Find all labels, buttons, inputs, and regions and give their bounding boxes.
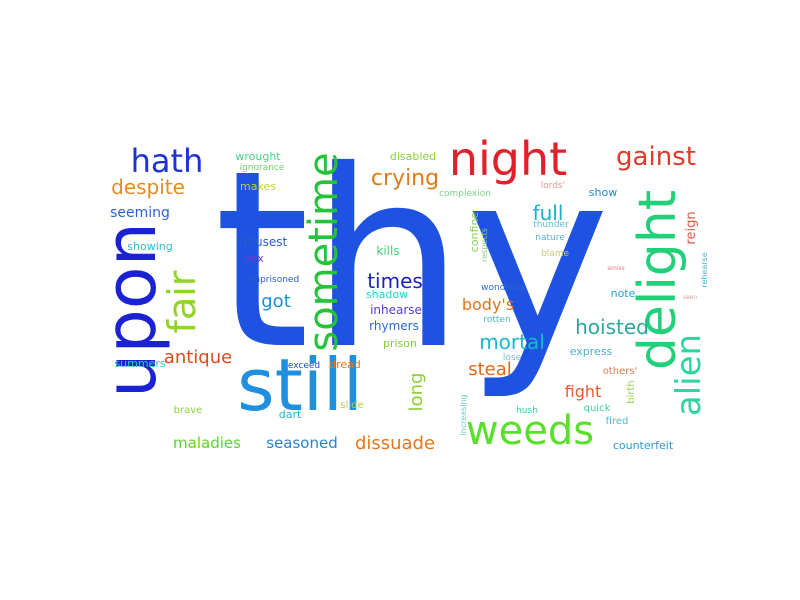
word-hoisted: hoisted bbox=[575, 315, 649, 339]
word-seen: seen bbox=[683, 294, 698, 301]
word-body-s: body's bbox=[462, 295, 514, 314]
word-sometime: sometime bbox=[301, 152, 347, 351]
word-exceed: exceed bbox=[288, 361, 320, 371]
word-imprisoned: imprisoned bbox=[249, 275, 299, 285]
word-hath: hath bbox=[131, 142, 204, 180]
word-complexion: complexion bbox=[439, 189, 491, 199]
word-upon: upon bbox=[90, 222, 172, 398]
word-steal: steal bbox=[468, 359, 512, 380]
word-times: times bbox=[367, 269, 423, 293]
word-reign: reign bbox=[684, 211, 699, 244]
word-thy: thy bbox=[214, 118, 610, 403]
word-got: got bbox=[261, 291, 291, 312]
word-rhymers: rhymers bbox=[369, 319, 419, 333]
word-quick: quick bbox=[584, 403, 611, 414]
word-lose: lose bbox=[503, 353, 522, 363]
word-respects: respects bbox=[480, 228, 489, 262]
word-despite: despite bbox=[111, 175, 185, 199]
word-gainst: gainst bbox=[616, 142, 696, 172]
word-dart: dart bbox=[279, 408, 302, 421]
word-wondrous: wondrous bbox=[481, 283, 525, 293]
word-brave: brave bbox=[174, 405, 203, 416]
word-ignorance: ignorance bbox=[240, 163, 285, 173]
word-counterfeit: counterfeit bbox=[613, 439, 674, 452]
word-shadow: shadow bbox=[366, 288, 408, 301]
word-kills: kills bbox=[376, 244, 399, 258]
word-fight: fight bbox=[565, 382, 602, 401]
word-prison: prison bbox=[383, 337, 417, 350]
word-mortal: mortal bbox=[479, 330, 545, 354]
word-vex: vex bbox=[244, 252, 264, 265]
word-confine: confine bbox=[468, 212, 481, 253]
word-birth: birth bbox=[626, 380, 637, 404]
word-dread: dread bbox=[329, 358, 361, 371]
word-still: still bbox=[237, 343, 363, 427]
word-alien: alien bbox=[669, 334, 709, 416]
word-hush: hush bbox=[516, 406, 538, 416]
word-inhearse: inhearse bbox=[370, 303, 422, 317]
word-amiss: amiss bbox=[607, 265, 624, 272]
word-thunder: thunder bbox=[533, 220, 569, 230]
word-summers: summers bbox=[114, 357, 165, 370]
word-seasoned: seasoned bbox=[266, 434, 337, 452]
word-makes: makes bbox=[240, 180, 276, 193]
word-show: show bbox=[589, 186, 617, 199]
word-lords-: lords' bbox=[541, 181, 565, 191]
word-weeds: weeds bbox=[466, 408, 594, 454]
word-crying: crying bbox=[371, 166, 439, 191]
word-long: long bbox=[406, 373, 427, 412]
word-refusest: refusest bbox=[239, 235, 288, 249]
word-antique: antique bbox=[164, 347, 232, 368]
word-blame: blame bbox=[541, 249, 569, 259]
word-wrought: wrought bbox=[235, 150, 281, 163]
word-rehearse: rehearse bbox=[700, 252, 709, 287]
word-seeming: seeming bbox=[110, 205, 170, 221]
word-express: express bbox=[570, 345, 613, 358]
word-maladies: maladies bbox=[173, 434, 241, 452]
word-dissuade: dissuade bbox=[355, 433, 435, 454]
word-fair: fair bbox=[160, 270, 204, 333]
word-fired: fired bbox=[606, 416, 629, 427]
word-full: full bbox=[533, 201, 564, 225]
word-nature: nature bbox=[535, 233, 565, 243]
word-disabled: disabled bbox=[390, 150, 436, 163]
word-showing: showing bbox=[127, 240, 172, 253]
word-rotten: rotten bbox=[483, 315, 510, 325]
word-increasing: increasing bbox=[459, 394, 468, 435]
word-night: night bbox=[449, 132, 567, 186]
word-note: note bbox=[611, 287, 636, 300]
word-slide: slide bbox=[340, 400, 363, 411]
word-others-: others' bbox=[603, 366, 638, 377]
word-delight: delight bbox=[628, 190, 688, 370]
